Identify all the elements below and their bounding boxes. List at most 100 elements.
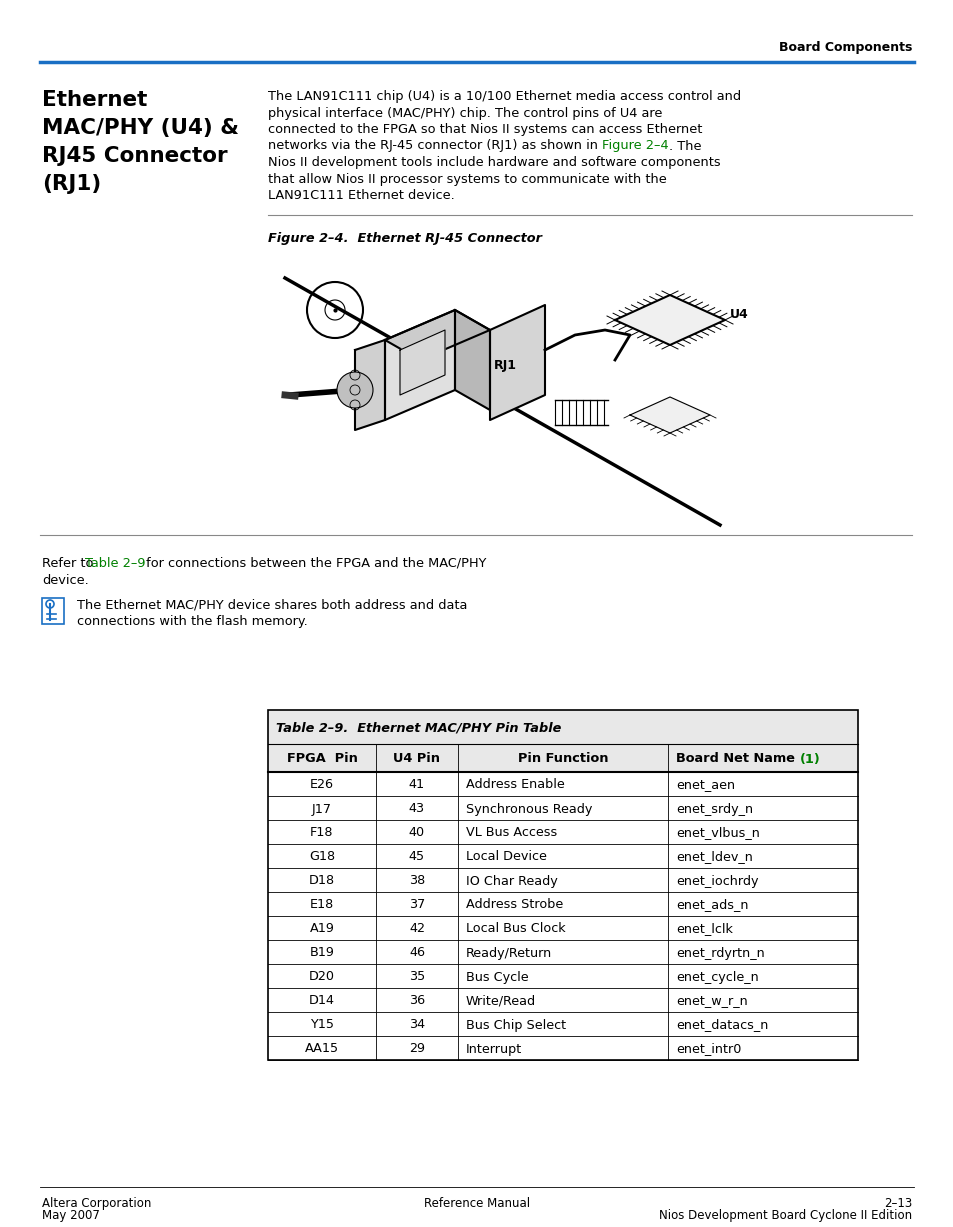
Text: May 2007: May 2007 xyxy=(42,1209,100,1222)
Text: 34: 34 xyxy=(409,1018,425,1032)
Text: Reference Manual: Reference Manual xyxy=(423,1198,530,1210)
Bar xyxy=(268,710,857,744)
Text: RJ1: RJ1 xyxy=(493,358,516,372)
Text: AA15: AA15 xyxy=(305,1043,338,1055)
Text: networks via the RJ-45 connector (RJ1) as shown in: networks via the RJ-45 connector (RJ1) a… xyxy=(268,140,601,152)
Text: VL Bus Access: VL Bus Access xyxy=(465,827,557,839)
Text: for connections between the FPGA and the MAC/PHY: for connections between the FPGA and the… xyxy=(142,557,486,571)
Text: connections with the flash memory.: connections with the flash memory. xyxy=(77,615,308,627)
Text: Pin Function: Pin Function xyxy=(517,752,608,766)
Text: enet_cycle_n: enet_cycle_n xyxy=(676,971,758,984)
Text: E26: E26 xyxy=(310,778,334,791)
Text: Altera Corporation: Altera Corporation xyxy=(42,1198,152,1210)
Text: connected to the FPGA so that Nios II systems can access Ethernet: connected to the FPGA so that Nios II sy… xyxy=(268,123,701,136)
Bar xyxy=(268,1036,857,1060)
Bar xyxy=(268,820,857,844)
Polygon shape xyxy=(399,330,444,395)
Polygon shape xyxy=(629,398,709,433)
Text: 40: 40 xyxy=(409,827,425,839)
Text: enet_aen: enet_aen xyxy=(676,778,735,791)
Bar xyxy=(268,940,857,964)
Text: enet_datacs_n: enet_datacs_n xyxy=(676,1018,767,1032)
Text: Address Enable: Address Enable xyxy=(465,778,564,791)
Bar xyxy=(268,744,857,772)
Bar xyxy=(268,988,857,1012)
Text: Nios II development tools include hardware and software components: Nios II development tools include hardwa… xyxy=(268,156,720,169)
Text: The LAN91C111 chip (U4) is a 10/100 Ethernet media access control and: The LAN91C111 chip (U4) is a 10/100 Ethe… xyxy=(268,90,740,103)
Text: A19: A19 xyxy=(309,923,335,935)
Text: Bus Chip Select: Bus Chip Select xyxy=(465,1018,565,1032)
Text: 2–13: 2–13 xyxy=(882,1198,911,1210)
Text: that allow Nios II processor systems to communicate with the: that allow Nios II processor systems to … xyxy=(268,173,666,185)
Text: enet_rdyrtn_n: enet_rdyrtn_n xyxy=(676,946,764,960)
Text: Figure 2–4: Figure 2–4 xyxy=(601,140,668,152)
Text: Board Net Name: Board Net Name xyxy=(676,752,799,766)
Text: Local Bus Clock: Local Bus Clock xyxy=(465,923,565,935)
Text: RJ45 Connector: RJ45 Connector xyxy=(42,146,228,166)
Text: U4: U4 xyxy=(729,308,748,321)
Text: 35: 35 xyxy=(409,971,425,984)
Bar xyxy=(268,917,857,940)
Text: Address Strobe: Address Strobe xyxy=(465,898,562,912)
Bar xyxy=(268,1012,857,1036)
Polygon shape xyxy=(385,310,490,360)
Text: enet_vlbus_n: enet_vlbus_n xyxy=(676,827,760,839)
Polygon shape xyxy=(615,294,724,345)
Text: enet_srdy_n: enet_srdy_n xyxy=(676,802,752,816)
Text: Local Device: Local Device xyxy=(465,850,546,864)
Text: 42: 42 xyxy=(409,923,424,935)
Text: 36: 36 xyxy=(409,995,425,1007)
Text: 43: 43 xyxy=(409,802,425,816)
Bar xyxy=(268,844,857,867)
Text: B19: B19 xyxy=(309,946,335,960)
Circle shape xyxy=(336,372,373,409)
Text: MAC/PHY (U4) &: MAC/PHY (U4) & xyxy=(42,118,239,137)
Bar xyxy=(42,598,64,625)
Text: Y15: Y15 xyxy=(310,1018,334,1032)
Text: device.: device. xyxy=(42,573,89,587)
Text: Board Components: Board Components xyxy=(778,42,911,54)
Bar xyxy=(268,964,857,988)
Text: U4 Pin: U4 Pin xyxy=(393,752,440,766)
Bar xyxy=(268,772,857,796)
Text: physical interface (MAC/PHY) chip. The control pins of U4 are: physical interface (MAC/PHY) chip. The c… xyxy=(268,107,661,119)
Text: 29: 29 xyxy=(409,1043,424,1055)
Polygon shape xyxy=(490,306,544,420)
Text: 45: 45 xyxy=(409,850,425,864)
Text: 41: 41 xyxy=(409,778,425,791)
Text: enet_w_r_n: enet_w_r_n xyxy=(676,995,747,1007)
Text: enet_iochrdy: enet_iochrdy xyxy=(676,875,758,887)
Text: 38: 38 xyxy=(409,875,425,887)
Text: LAN91C111 Ethernet device.: LAN91C111 Ethernet device. xyxy=(268,189,455,202)
Text: Bus Cycle: Bus Cycle xyxy=(465,971,528,984)
Text: FPGA  Pin: FPGA Pin xyxy=(286,752,357,766)
Text: D20: D20 xyxy=(309,971,335,984)
Text: D14: D14 xyxy=(309,995,335,1007)
Bar xyxy=(268,867,857,892)
Text: 46: 46 xyxy=(409,946,424,960)
Text: enet_ads_n: enet_ads_n xyxy=(676,898,748,912)
Text: Figure 2–4.  Ethernet RJ-45 Connector: Figure 2–4. Ethernet RJ-45 Connector xyxy=(268,232,541,245)
Polygon shape xyxy=(355,340,385,429)
Text: D18: D18 xyxy=(309,875,335,887)
Bar xyxy=(268,710,857,1060)
Text: Ethernet: Ethernet xyxy=(42,90,147,110)
Text: The Ethernet MAC/PHY device shares both address and data: The Ethernet MAC/PHY device shares both … xyxy=(77,598,467,611)
Text: IO Char Ready: IO Char Ready xyxy=(465,875,558,887)
Text: J17: J17 xyxy=(312,802,332,816)
Text: 37: 37 xyxy=(409,898,425,912)
Bar xyxy=(268,796,857,820)
Text: . The: . The xyxy=(668,140,700,152)
Text: Synchronous Ready: Synchronous Ready xyxy=(465,802,592,816)
Text: (1): (1) xyxy=(799,752,820,766)
Text: enet_lclk: enet_lclk xyxy=(676,923,732,935)
Text: enet_ldev_n: enet_ldev_n xyxy=(676,850,752,864)
Polygon shape xyxy=(455,310,490,410)
Text: Write/Read: Write/Read xyxy=(465,995,536,1007)
Text: Nios Development Board Cyclone II Edition: Nios Development Board Cyclone II Editio… xyxy=(659,1209,911,1222)
Text: F18: F18 xyxy=(310,827,334,839)
Text: G18: G18 xyxy=(309,850,335,864)
Text: E18: E18 xyxy=(310,898,334,912)
Bar xyxy=(268,892,857,917)
Text: Refer to: Refer to xyxy=(42,557,97,571)
